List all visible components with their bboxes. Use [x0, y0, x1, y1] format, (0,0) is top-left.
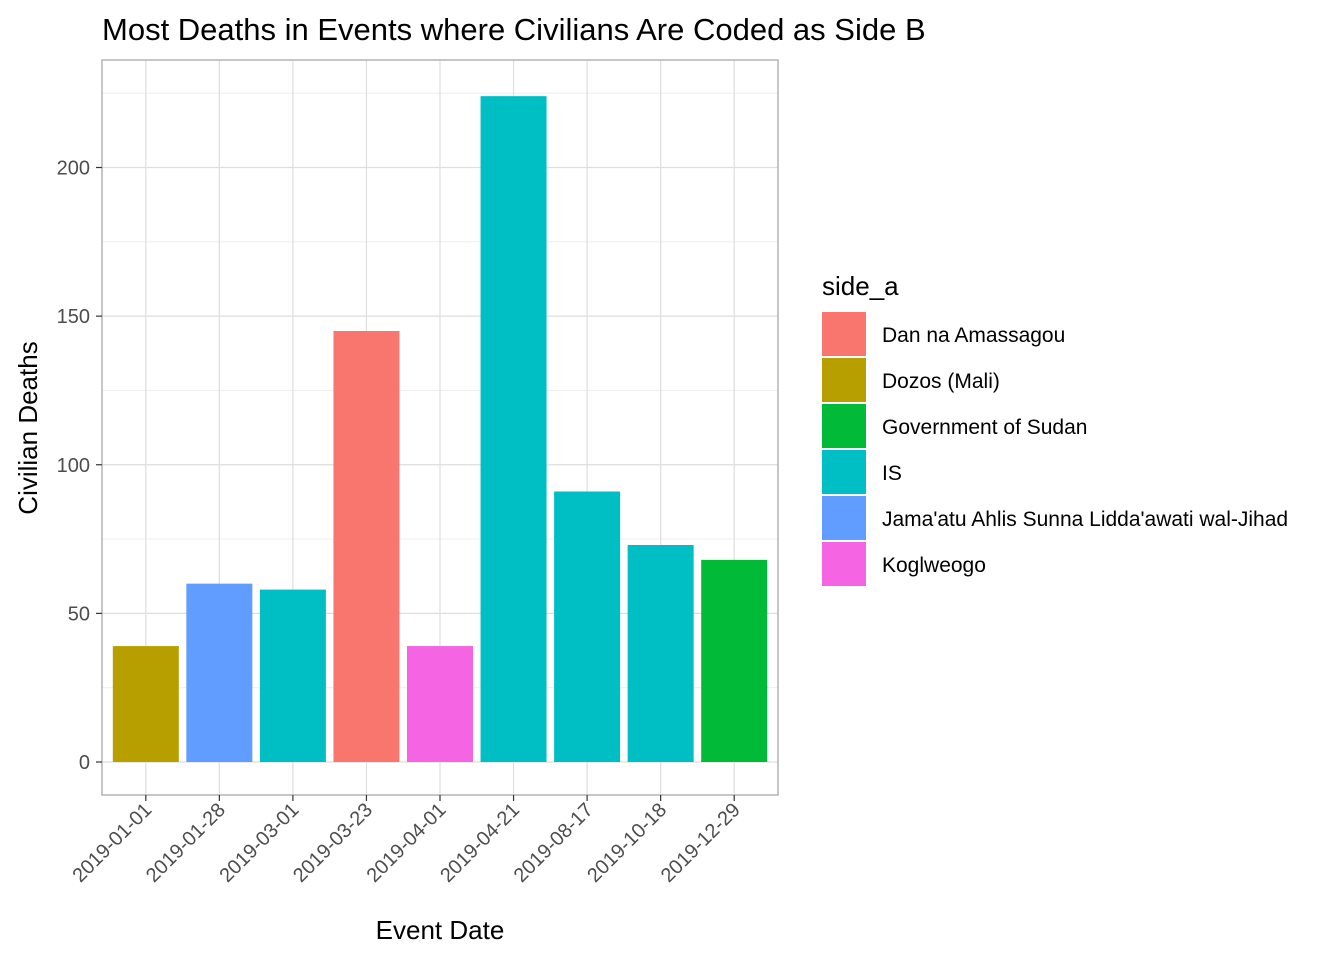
x-axis-title: Event Date — [376, 915, 505, 945]
y-axis-title: Civilian Deaths — [13, 341, 43, 514]
x-tick-label: 2019-12-29 — [657, 799, 745, 887]
bar-2019-03-23 — [333, 330, 400, 762]
y-tick-label: 200 — [57, 158, 90, 180]
legend-key — [822, 450, 866, 494]
chart-title: Most Deaths in Events where Civilians Ar… — [102, 12, 926, 47]
y-tick-label: 50 — [68, 603, 90, 625]
legend-key — [822, 496, 866, 540]
bar-2019-01-28 — [186, 583, 253, 762]
legend-key — [822, 312, 866, 356]
legend: side_a Dan na Amassagou Dozos (Mali) Gover… — [822, 271, 1288, 586]
legend-key — [822, 358, 866, 402]
legend-label: Koglweogo — [882, 554, 986, 577]
y-tick-label: 150 — [57, 306, 90, 328]
legend-key — [822, 542, 866, 586]
bar-2019-03-01 — [259, 589, 326, 762]
y-tick-label: 100 — [57, 455, 90, 477]
legend-label: Jama'atu Ahlis Sunna Lidda'awati wal-Jih… — [882, 508, 1288, 531]
bar-2019-01-01 — [112, 646, 179, 762]
y-tick-label: 0 — [79, 752, 90, 774]
legend-key — [822, 404, 866, 448]
legend-label: IS — [882, 462, 902, 485]
legend-label: Dan na Amassagou — [882, 324, 1065, 347]
axes: 0501001502002019-01-012019-01-282019-03-… — [57, 158, 745, 887]
legend-title: side_a — [822, 271, 899, 301]
bars — [112, 96, 768, 762]
bar-2019-04-21 — [480, 96, 547, 762]
bar-2019-10-18 — [627, 545, 694, 762]
bar-2019-08-17 — [554, 491, 621, 762]
bar-2019-04-01 — [407, 646, 473, 762]
bar-2019-12-29 — [701, 559, 768, 762]
legend-label: Government of Sudan — [882, 416, 1087, 439]
legend-label: Dozos (Mali) — [882, 370, 1000, 393]
